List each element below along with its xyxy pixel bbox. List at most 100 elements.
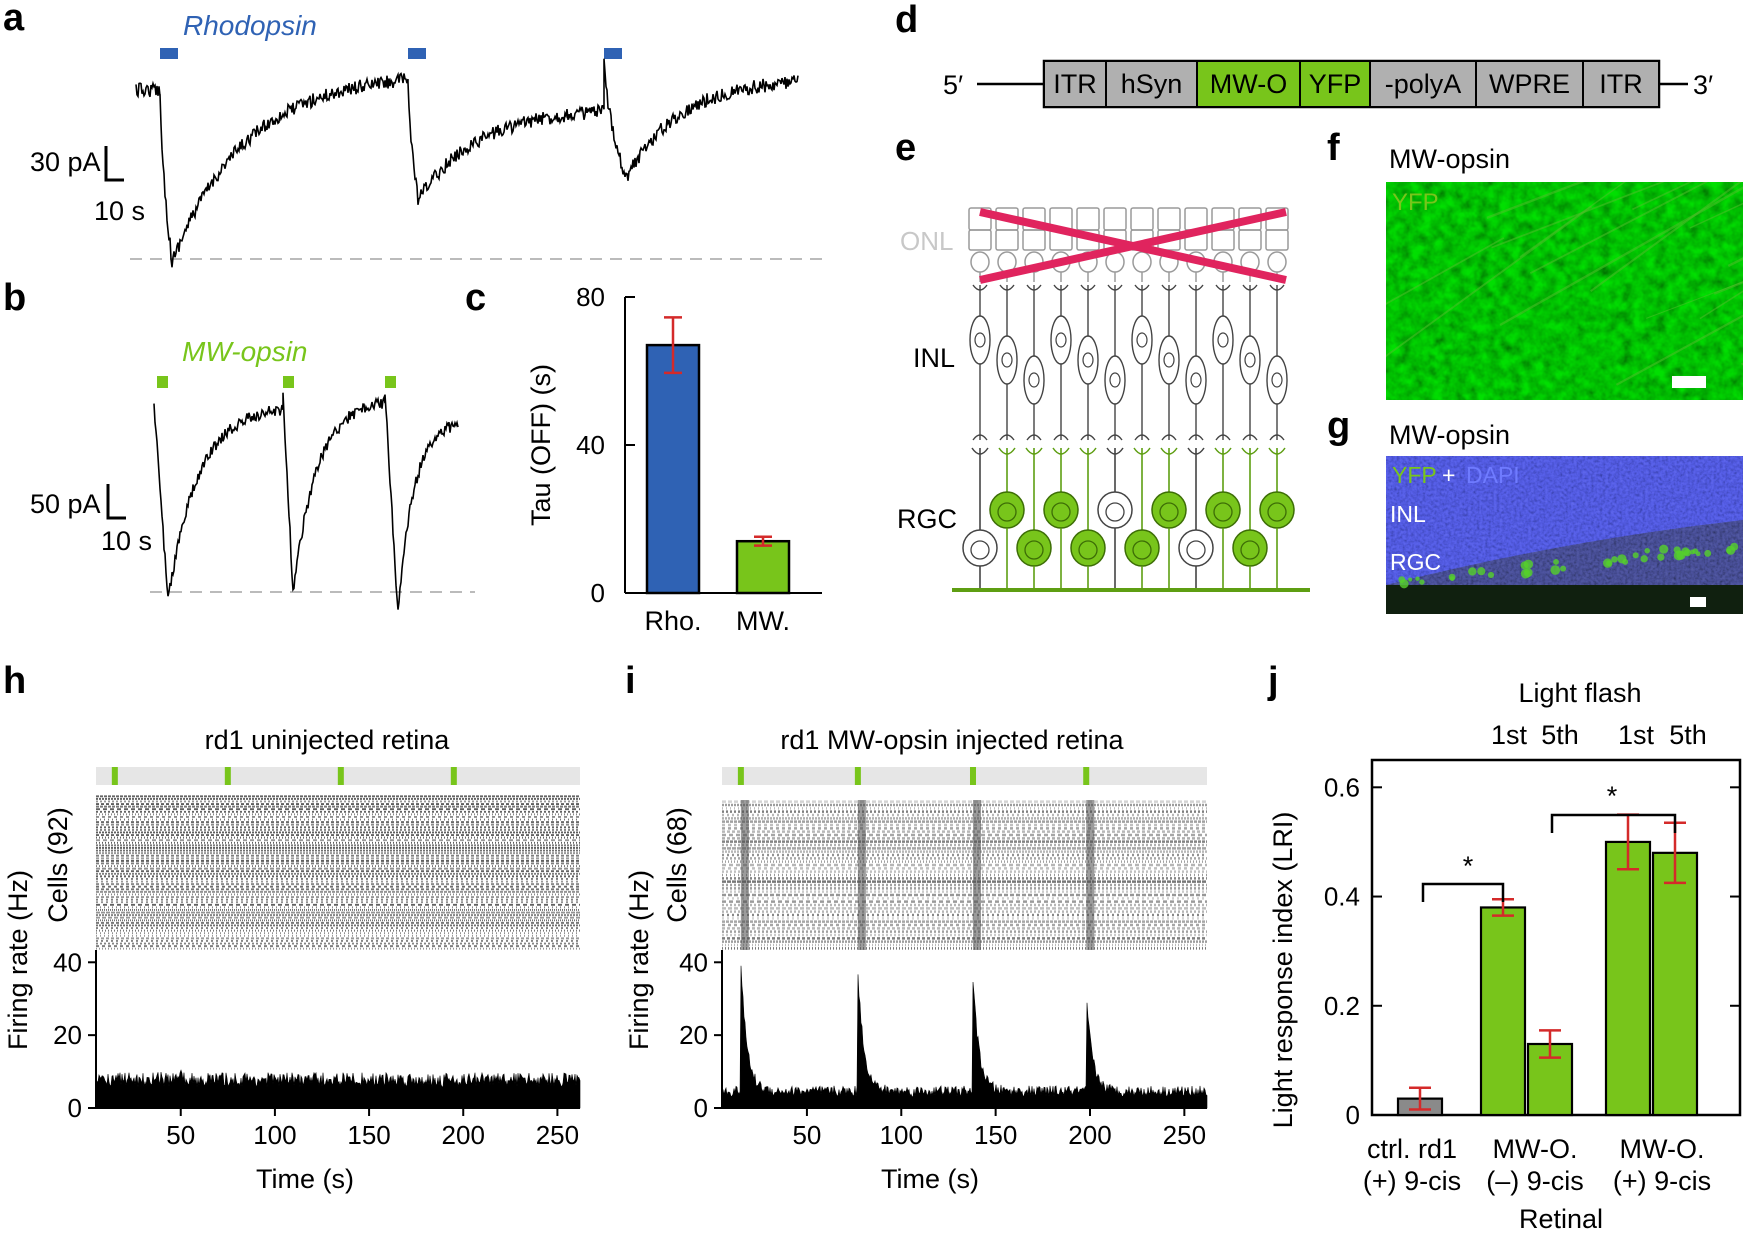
current-trace-a	[135, 58, 799, 268]
bipolar-nucleus	[1136, 332, 1148, 348]
rgc-cell-dot	[1399, 579, 1409, 589]
photoreceptor-nucleus	[1132, 251, 1152, 273]
flash-1st-b: 1st	[1618, 720, 1655, 750]
bar-3	[1604, 840, 1652, 1117]
x-tick-label: 100	[253, 1120, 296, 1150]
stimulus-flash-marker	[224, 767, 231, 785]
mw-opsin-label: MW-opsin	[182, 336, 308, 367]
yfp-texture	[1386, 182, 1743, 400]
y-tick-label: 40	[576, 430, 605, 460]
bipolar-nucleus	[1082, 352, 1094, 368]
photoreceptor-outer	[1076, 207, 1100, 231]
bipolar-nucleus	[1244, 352, 1256, 368]
error-bar	[1539, 1029, 1561, 1059]
rgc-cell-dot	[1673, 546, 1681, 554]
bipolar-terminal	[1080, 284, 1096, 291]
error-bar	[754, 535, 772, 547]
rgc-cell-dot	[1419, 579, 1425, 585]
x-tick-label: 200	[1068, 1120, 1111, 1150]
rgc-cell-dot	[1617, 554, 1627, 564]
error-bar	[664, 316, 682, 375]
bipolar-nucleus	[1217, 332, 1229, 348]
photoreceptor-inner	[968, 229, 992, 251]
construct-segment	[1299, 60, 1371, 108]
y-axis-label-h: Firing rate (Hz)	[3, 870, 33, 1050]
stimulus-marker	[283, 376, 294, 388]
panel-letter-d: d	[895, 0, 918, 41]
panel-c-chart: Tau (OFF) (s) 0 40 80 Rho. MW.	[526, 282, 822, 636]
construct-segment	[1475, 60, 1584, 108]
bipolar-terminal	[1026, 284, 1042, 291]
bipolar-terminal	[999, 284, 1015, 291]
bipolar-terminal	[972, 434, 988, 441]
bipolar-terminal	[1269, 284, 1285, 291]
y-tick-label: 80	[576, 282, 605, 312]
flash-5th-b: 5th	[1669, 720, 1707, 750]
cells-label-h: Cells (92)	[43, 807, 73, 923]
y-tick-label: 0.6	[1324, 772, 1360, 802]
cells-label-i: Cells (68)	[662, 807, 692, 923]
bipolar-nucleus	[1028, 372, 1040, 388]
bar-4	[1651, 851, 1699, 1117]
panel-h-title: rd1 uninjected retina	[205, 725, 451, 755]
error-bar	[1409, 1086, 1431, 1111]
x-axis-label-j: Retinal	[1519, 1204, 1603, 1234]
panel-letter-i: i	[625, 660, 636, 702]
bipolar-terminal	[1134, 434, 1150, 441]
dapi-texture	[1386, 456, 1743, 585]
panel-letter-b: b	[3, 277, 26, 319]
panel-d-construct: 5′ 3′ ITR hSyn MW-O YFP -polyA WPRE ITR	[943, 59, 1713, 109]
bipolar-terminal	[999, 434, 1015, 441]
rgc-cell-dot	[1611, 556, 1618, 563]
group-label-1-line2: (+) 9-cis	[1363, 1166, 1461, 1196]
rgc-nucleus	[1105, 502, 1125, 522]
segment-label: -polyA	[1385, 69, 1462, 99]
group-label-3-line1: MW-O.	[1620, 1134, 1705, 1164]
bipolar-terminal	[1080, 434, 1096, 441]
segment-label: YFP	[1309, 69, 1362, 99]
stimulus-track	[722, 767, 1207, 785]
x-axis-label-h: Time (s)	[256, 1164, 354, 1194]
rgc-cell-dot	[1632, 552, 1639, 559]
rgc-cell-dot	[1695, 551, 1701, 557]
layer-rgc: RGC	[1390, 549, 1441, 575]
segment-label: ITR	[1053, 69, 1097, 99]
group-label-2-line1: MW-O.	[1493, 1134, 1578, 1164]
axon-fibers	[1386, 182, 1743, 397]
overlay-dapi: DAPI	[1466, 462, 1520, 488]
axon-fiber	[1689, 202, 1743, 229]
rgc-nucleus	[1267, 502, 1287, 522]
layer-label-onl: ONL	[900, 226, 953, 256]
bar-Rho.	[645, 343, 701, 595]
significance-star-1: *	[1463, 851, 1474, 881]
panel-g: MW-opsin YFP + DAPI INL RGC	[1386, 420, 1743, 614]
stimulus-marker	[385, 376, 396, 388]
bipolar-terminal	[1026, 434, 1042, 441]
bar-MW.	[735, 539, 791, 595]
group-label-1-line1: ctrl. rd1	[1367, 1134, 1457, 1164]
rgc-cell-dot	[1704, 549, 1712, 557]
bipolar-nucleus	[1109, 372, 1121, 388]
stimulus-flash-marker	[1083, 767, 1090, 785]
bipolar-terminal	[1242, 434, 1258, 441]
x-tick-label: Rho.	[644, 606, 701, 636]
y-tick-label: 20	[53, 1020, 82, 1050]
current-trace-b	[153, 392, 459, 610]
three-prime-label: 3′	[1693, 70, 1713, 100]
group-label-2-line2: (–) 9-cis	[1486, 1166, 1584, 1196]
layer-inl: INL	[1390, 501, 1426, 527]
bipolar-terminal	[1161, 434, 1177, 441]
bar-1	[1479, 906, 1527, 1117]
rgc-cell-dot	[1524, 570, 1530, 575]
x-tick-label: 250	[536, 1120, 579, 1150]
x-tick-label: 150	[347, 1120, 390, 1150]
photoreceptor-nucleus	[970, 251, 990, 273]
panel-e-retina-schematic: ONL INL RGC	[897, 207, 1310, 592]
scale-y-label-b: 50 pA	[30, 489, 101, 519]
rgc-nucleus	[1240, 540, 1260, 560]
scale-bar-a	[104, 146, 124, 182]
photoreceptor-inner	[1265, 229, 1289, 251]
bipolar-nucleus	[1163, 352, 1175, 368]
rgc-dendrite-terminal	[1160, 447, 1178, 455]
rgc-dendrite-terminal	[1241, 447, 1259, 455]
